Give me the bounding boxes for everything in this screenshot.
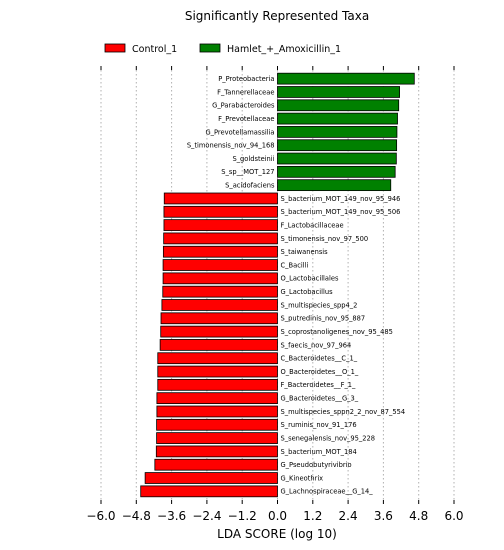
bar-S_sp__MOT_127 (277, 165, 396, 178)
x-tick-label-8: 3.6 (374, 509, 393, 523)
bar-label-S_taiwanensis: S_taiwanensis (281, 248, 329, 256)
bar-S_acidofaciens (277, 179, 392, 192)
bar-label-G_Bacteroidetes__G_3_: G_Bacteroidetes__G_3_ (281, 395, 359, 403)
legend-swatch-1 (199, 43, 221, 53)
x-axis-label: LDA SCORE (log 10) (217, 527, 337, 541)
bar-label-S_timonensis_nov_94_168: S_timonensis_nov_94_168 (187, 142, 275, 150)
bar-label-C_Bacteroidetes__C_1_: C_Bacteroidetes__C_1_ (281, 355, 358, 363)
bar-F_Lactobacillaceae (163, 219, 278, 231)
bar-G_Lactobacillus (162, 285, 278, 298)
bar-label-S_goldsteinii: S_goldsteinii (232, 155, 274, 163)
x-tick-label-2: −3.6 (157, 509, 186, 523)
legend-label-1: Hamlet_+_Amoxicillin_1 (227, 44, 341, 55)
bar-F_Prevotellaceae (277, 112, 398, 125)
bar-S_faecis_nov_97_964 (159, 339, 278, 351)
bar-S_timonensis_nov_97_500 (163, 232, 278, 245)
bar-O_Lactobacillales (162, 272, 278, 285)
bar-G_Parabacteroides (277, 99, 400, 112)
x-tick-label-7: 2.4 (339, 509, 358, 523)
bar-O_Bacteroidetes__O_1_ (157, 365, 278, 378)
bar-label-S_senegalensis_nov_95_228: S_senegalensis_nov_95_228 (281, 434, 376, 442)
bar-C_Bacilli (162, 259, 278, 271)
bar-label-S_bacterium_MOT_149_nov_95_506: S_bacterium_MOT_149_nov_95_506 (281, 208, 401, 216)
bar-label-S_sp__MOT_127: S_sp__MOT_127 (221, 168, 274, 176)
bar-labels: P_Proteobacteria F_Tannerellaceae G_Paraba… (187, 75, 405, 496)
bar-label-S_timonensis_nov_97_500: S_timonensis_nov_97_500 (281, 235, 369, 243)
bar-S_timonensis_nov_94_168 (277, 139, 398, 152)
legend-swatch-0 (104, 43, 126, 53)
bar-label-F_Tannerellaceae: F_Tannerellaceae (217, 88, 274, 96)
bar-S_putredinis_nov_95_887 (160, 312, 278, 325)
bar-label-S_bacterium_MOT_184: S_bacterium_MOT_184 (281, 448, 357, 456)
legend-label-0: Control_1 (132, 44, 177, 55)
bar-S_ruminis_nov_91_176 (156, 418, 278, 431)
bar-label-S_ruminis_nov_91_176: S_ruminis_nov_91_176 (281, 421, 357, 429)
legend: Control_1 Hamlet_+_Amoxicillin_1 (104, 43, 341, 55)
bar-G_Kineothrix (144, 472, 278, 484)
bar-label-C_Bacilli: C_Bacilli (281, 261, 309, 269)
bar-label-G_Lachnospiraceae__G_14_: G_Lachnospiraceae__G_14_ (281, 488, 374, 496)
bar-label-G_Pseudobutyrivibrio: G_Pseudobutyrivibrio (281, 461, 352, 469)
bar-F_Tannerellaceae (277, 86, 400, 98)
x-axis: −6.0 −4.8 −3.6 −2.4 −1.2 0.0 1.2 2.4 3.6 4.8 6.0 (86, 66, 464, 523)
bar-label-F_Lactobacillaceae: F_Lactobacillaceae (281, 221, 344, 229)
bar-G_Pseudobutyrivibrio (154, 458, 278, 471)
x-tick-label-5: 0.0 (268, 509, 287, 523)
bar-G_Prevotellamassilia (277, 126, 398, 138)
bar-S_multispecies_spp4_2 (161, 299, 278, 311)
bar-S_bacterium_MOT_149_nov_95_506 (163, 205, 278, 218)
bars (140, 72, 415, 498)
bar-G_Bacteroidetes__G_3_ (156, 392, 278, 405)
bar-S_multispecies_sppn2_2_nov_87_554 (156, 405, 278, 418)
bar-F_Bacteroidetes__F_1_ (157, 378, 278, 391)
bar-label-S_acidofaciens: S_acidofaciens (225, 182, 275, 190)
x-tick-label-0: −6.0 (86, 509, 115, 523)
bar-label-S_putredinis_nov_95_887: S_putredinis_nov_95_887 (281, 315, 366, 323)
bar-label-G_Prevotellamassilia: G_Prevotellamassilia (205, 128, 274, 136)
x-tick-label-10: 6.0 (444, 509, 463, 523)
bar-C_Bacteroidetes__C_1_ (157, 352, 278, 365)
x-tick-label-4: −1.2 (228, 509, 257, 523)
bar-S_taiwanensis (162, 245, 278, 258)
bar-S_bacterium_MOT_149_nov_95_946 (163, 192, 278, 205)
chart-title: Significantly Represented Taxa (185, 9, 369, 23)
bar-label-F_Prevotellaceae: F_Prevotellaceae (218, 115, 274, 123)
bar-P_Proteobacteria (277, 72, 415, 85)
bar-label-F_Bacteroidetes__F_1_: F_Bacteroidetes__F_1_ (281, 381, 357, 389)
bar-label-P_Proteobacteria: P_Proteobacteria (218, 75, 274, 83)
bar-S_goldsteinii (277, 152, 397, 165)
bar-label-S_multispecies_spp4_2: S_multispecies_spp4_2 (281, 301, 358, 309)
bar-S_bacterium_MOT_184 (155, 445, 278, 458)
bar-label-S_faecis_nov_97_964: S_faecis_nov_97_964 (281, 341, 352, 349)
bar-G_Lachnospiraceae__G_14_ (140, 485, 278, 498)
bar-label-G_Parabacteroides: G_Parabacteroides (212, 102, 275, 110)
x-tick-label-6: 1.2 (303, 509, 322, 523)
bar-S_senegalensis_nov_95_228 (156, 432, 278, 444)
x-tick-label-3: −2.4 (192, 509, 221, 523)
bar-S_coprostanoligenes_nov_95_485 (160, 325, 278, 338)
bar-label-O_Lactobacillales: O_Lactobacillales (281, 275, 339, 283)
bar-label-G_Lactobacillus: G_Lactobacillus (281, 288, 334, 296)
bar-label-O_Bacteroidetes__O_1_: O_Bacteroidetes__O_1_ (281, 368, 359, 376)
x-tick-label-9: 4.8 (409, 509, 428, 523)
bar-label-G_Kineothrix: G_Kineothrix (281, 474, 324, 482)
x-tick-label-1: −4.8 (122, 509, 151, 523)
bar-label-S_bacterium_MOT_149_nov_95_946: S_bacterium_MOT_149_nov_95_946 (281, 195, 401, 203)
bar-label-S_multispecies_sppn2_2_nov_87_554: S_multispecies_sppn2_2_nov_87_554 (281, 408, 406, 416)
bar-label-S_coprostanoligenes_nov_95_485: S_coprostanoligenes_nov_95_485 (281, 328, 393, 336)
